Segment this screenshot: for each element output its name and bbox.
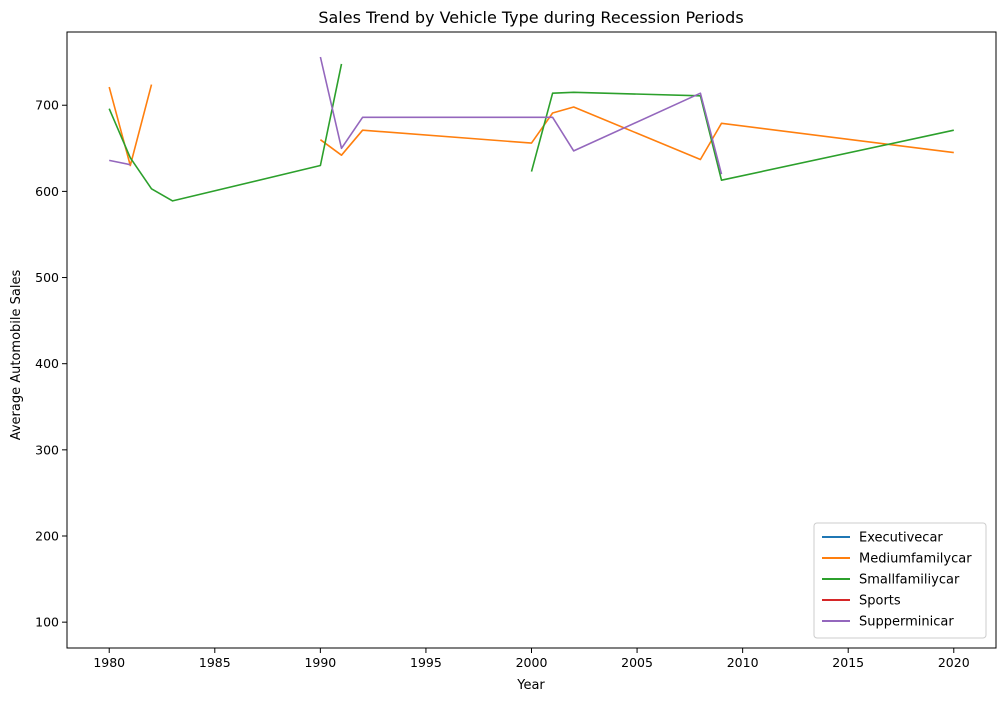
x-tick-label: 1980 <box>93 655 125 670</box>
x-tick-label: 2000 <box>516 655 548 670</box>
x-tick-label: 2020 <box>938 655 970 670</box>
series-line-smallfamiliycar <box>530 91 954 181</box>
legend: Executivecar Mediumfamilycar Smallfamiliyc… <box>813 522 987 639</box>
y-tick-label: 400 <box>35 356 59 371</box>
series-line-mediumfamilycar <box>319 106 954 161</box>
x-tick-label: 2005 <box>621 655 653 670</box>
legend-box <box>813 522 987 639</box>
legend-label: Executivecar <box>859 531 943 546</box>
legend-label: Sports <box>859 594 901 609</box>
y-tick-label: 500 <box>35 270 59 285</box>
y-tick-label: 200 <box>35 529 59 544</box>
series-line-mediumfamilycar <box>108 84 153 167</box>
y-tick-label: 300 <box>35 442 59 457</box>
x-axis: 1980 1985 1990 1995 2000 2005 2010 2015 2020 <box>93 648 970 670</box>
legend-label: Supperminicar <box>859 615 954 630</box>
axes-frame <box>66 31 997 649</box>
series-line-supperminicar <box>109 159 131 166</box>
y-tick-label: 700 <box>35 98 59 113</box>
series-line-smallfamiliycar <box>108 63 343 202</box>
y-tick-label: 600 <box>35 184 59 199</box>
x-axis-label: Year <box>516 678 545 693</box>
legend-label: Smallfamiliycar <box>859 573 960 588</box>
legend-label: Mediumfamilycar <box>859 552 972 567</box>
series-lines <box>108 56 954 202</box>
series-line-supperminicar <box>319 56 723 175</box>
y-axis: 100 200 300 400 500 600 700 <box>35 98 67 630</box>
x-tick-label: 2015 <box>832 655 864 670</box>
x-tick-label: 1990 <box>304 655 336 670</box>
x-tick-label: 2010 <box>727 655 759 670</box>
y-axis-label: Average Automobile Sales <box>9 270 24 441</box>
x-tick-label: 1995 <box>410 655 442 670</box>
chart-title: Sales Trend by Vehicle Type during Reces… <box>318 8 743 27</box>
x-tick-label: 1985 <box>199 655 231 670</box>
y-tick-label: 100 <box>35 615 59 630</box>
